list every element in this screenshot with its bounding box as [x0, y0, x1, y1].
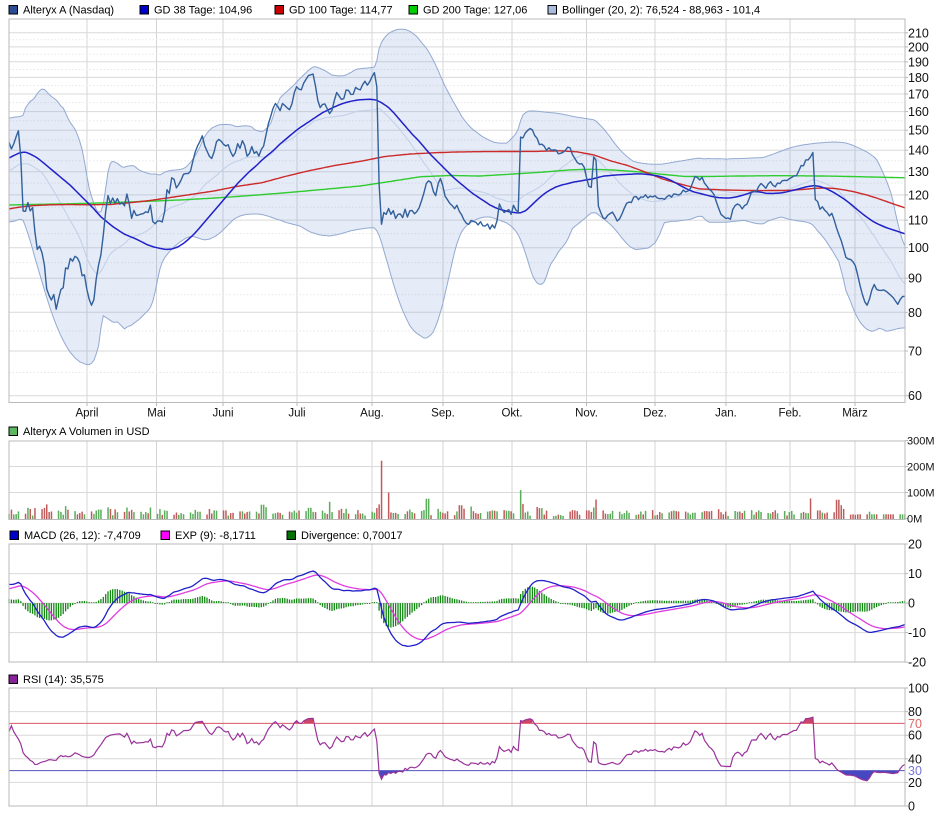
svg-text:40: 40 [908, 752, 922, 766]
svg-text:200: 200 [908, 40, 929, 54]
svg-text:10: 10 [908, 567, 922, 581]
svg-text:-20: -20 [908, 656, 926, 670]
svg-text:90: 90 [908, 272, 922, 286]
svg-text:100: 100 [908, 682, 929, 696]
svg-text:Feb.: Feb. [778, 408, 801, 420]
svg-text:60: 60 [908, 389, 922, 403]
svg-text:80: 80 [908, 705, 922, 719]
svg-text:180: 180 [908, 71, 929, 85]
svg-text:März: März [842, 408, 868, 420]
svg-text:110: 110 [908, 214, 928, 228]
svg-text:150: 150 [908, 124, 929, 138]
svg-text:Okt.: Okt. [501, 408, 522, 420]
svg-text:30: 30 [908, 764, 922, 778]
svg-text:GD 100 Tage: 114,77: GD 100 Tage: 114,77 [289, 5, 393, 17]
svg-text:100: 100 [908, 241, 929, 255]
svg-text:190: 190 [908, 55, 929, 69]
svg-text:170: 170 [908, 88, 929, 102]
svg-text:0: 0 [908, 597, 915, 611]
svg-text:100M: 100M [907, 488, 935, 500]
svg-text:Jan.: Jan. [715, 408, 737, 420]
svg-text:20: 20 [908, 538, 922, 552]
svg-text:Mai: Mai [147, 408, 166, 420]
svg-text:0: 0 [908, 800, 915, 814]
svg-text:Alteryx A Volumen in USD: Alteryx A Volumen in USD [23, 426, 150, 438]
svg-text:200M: 200M [907, 462, 935, 474]
svg-text:Juni: Juni [212, 408, 233, 420]
svg-text:70: 70 [908, 717, 922, 731]
svg-text:210: 210 [908, 26, 929, 40]
svg-text:Dez.: Dez. [643, 408, 667, 420]
svg-text:-10: -10 [908, 626, 926, 640]
svg-text:70: 70 [908, 345, 922, 359]
svg-text:GD 200 Tage: 127,06: GD 200 Tage: 127,06 [423, 5, 527, 17]
svg-text:80: 80 [908, 306, 922, 320]
svg-text:160: 160 [908, 105, 929, 119]
svg-text:MACD (26, 12): -7,4709: MACD (26, 12): -7,4709 [24, 530, 141, 542]
svg-text:120: 120 [908, 188, 929, 202]
svg-text:Bollinger (20, 2): 76,524 - 88: Bollinger (20, 2): 76,524 - 88,963 - 101… [562, 5, 760, 17]
svg-text:Nov.: Nov. [575, 408, 598, 420]
svg-text:140: 140 [908, 144, 929, 158]
svg-text:EXP (9): -8,1711: EXP (9): -8,1711 [175, 530, 256, 542]
svg-text:0M: 0M [907, 514, 922, 526]
svg-text:130: 130 [908, 165, 929, 179]
svg-text:RSI (14): 35,575: RSI (14): 35,575 [23, 674, 104, 686]
svg-text:300M: 300M [907, 436, 935, 448]
svg-text:Alteryx A (Nasdaq): Alteryx A (Nasdaq) [23, 5, 114, 17]
svg-text:Divergence: 0,70017: Divergence: 0,70017 [301, 530, 403, 542]
svg-text:Sep.: Sep. [431, 408, 455, 420]
svg-text:Juli: Juli [288, 408, 305, 420]
svg-text:20: 20 [908, 776, 922, 790]
svg-text:GD 38 Tage: 104,96: GD 38 Tage: 104,96 [154, 5, 252, 17]
svg-text:April: April [75, 408, 98, 420]
svg-text:60: 60 [908, 729, 922, 743]
svg-text:Aug.: Aug. [360, 408, 384, 420]
